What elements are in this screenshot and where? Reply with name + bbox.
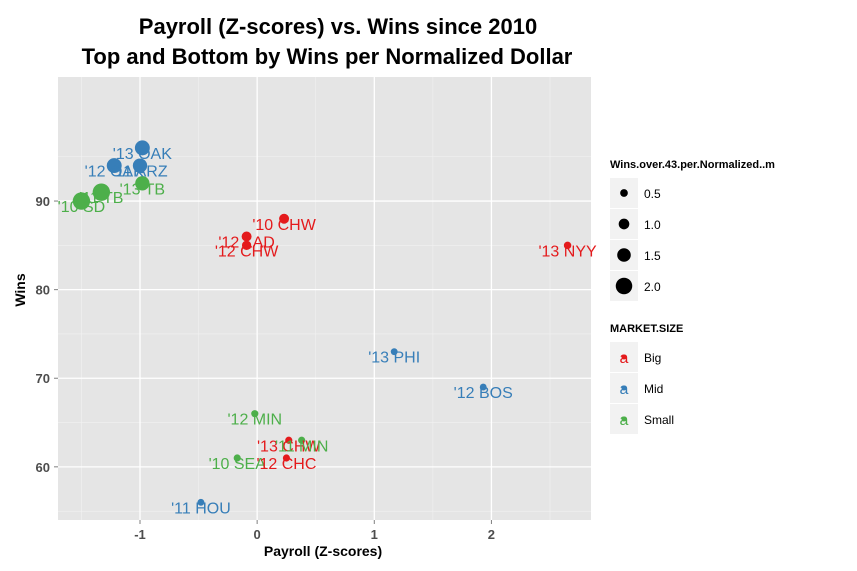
- size-legend-key-dot: [615, 277, 633, 295]
- data-point: [197, 498, 205, 506]
- chart-title-line1: Payroll (Z-scores) vs. Wins since 2010: [139, 14, 537, 39]
- point-label: '12 CHW: [215, 243, 279, 260]
- size-legend-key-dot: [620, 189, 628, 197]
- data-point: [282, 454, 291, 462]
- point-label: '10 CHW: [252, 217, 316, 234]
- point-label: '13 CHW: [257, 438, 321, 455]
- data-point: [563, 241, 572, 250]
- x-tick-label: 1: [371, 527, 378, 542]
- data-point: [132, 158, 148, 173]
- point-label: '11 MIN: [275, 438, 328, 455]
- color-legend-key-dot: [621, 416, 627, 422]
- legend: Wins.over.43.per.Normalized..m 0.5 1.0 1.5 2…: [610, 159, 775, 434]
- data-point: [251, 410, 259, 418]
- y-axis-title: Wins: [12, 273, 28, 307]
- color-legend-label: Small: [644, 413, 674, 427]
- size-legend-label: 0.5: [644, 187, 661, 201]
- data-point: [241, 231, 252, 242]
- point-label: '12 BOS: [454, 385, 513, 402]
- point-label: '12 OAK: [85, 164, 144, 181]
- color-legend-key-dot: [621, 354, 627, 360]
- y-tick-label: 60: [36, 460, 50, 475]
- point-label: '13 OAK: [113, 146, 172, 163]
- size-legend-label: 1.0: [644, 218, 661, 232]
- x-tick-label: 2: [488, 527, 495, 542]
- size-legend-title: Wins.over.43.per.Normalized..m: [610, 159, 775, 171]
- color-legend-label: Big: [644, 351, 661, 365]
- point-label: '12 LAD: [218, 234, 274, 251]
- point-label: '13 TB: [120, 181, 165, 198]
- data-point: [390, 348, 398, 356]
- x-axis-title: Payroll (Z-scores): [264, 543, 382, 559]
- y-tick-label: 70: [36, 371, 50, 386]
- color-legend-key-glyph: a: [620, 350, 629, 367]
- data-point: [241, 240, 252, 251]
- point-label: '11 ARZ: [112, 164, 167, 181]
- y-tick-label: 90: [36, 194, 50, 209]
- point-label: '11 HOU: [171, 500, 231, 517]
- data-point: [298, 436, 306, 444]
- point-label: '12 MIN: [227, 412, 282, 429]
- data-point: [479, 383, 487, 391]
- point-label: '12 CHC: [256, 456, 316, 473]
- x-tick-label: 0: [254, 527, 261, 542]
- color-legend-key-glyph: a: [620, 381, 629, 398]
- chart-title-line2: Top and Bottom by Wins per Normalized Do…: [82, 44, 573, 69]
- color-legend-title: MARKET.SIZE: [610, 323, 683, 335]
- y-tick-label: 80: [36, 283, 50, 298]
- point-label: '11 TB: [79, 190, 123, 207]
- data-point: [92, 183, 111, 201]
- size-legend-key-dot: [617, 248, 631, 262]
- point-label: '13 NYY: [538, 243, 597, 260]
- data-point: [233, 454, 241, 462]
- color-legend-key-dot: [621, 385, 627, 391]
- size-legend-key-dot: [618, 218, 630, 230]
- color-legend-label: Mid: [644, 382, 663, 396]
- point-label: '10 SD: [58, 199, 106, 216]
- size-legend-label: 2.0: [644, 280, 661, 294]
- size-legend-label: 1.5: [644, 249, 661, 263]
- point-label: '10 SEA: [209, 456, 267, 473]
- data-point: [135, 176, 150, 191]
- data-point: [134, 140, 150, 156]
- data-point: [279, 213, 290, 224]
- data-point: [106, 158, 122, 174]
- point-label: '13 PHI: [368, 350, 420, 367]
- data-point: [285, 436, 293, 444]
- x-tick-label: -1: [134, 527, 146, 542]
- plot-area: -1 0 1 2 60 70 80 90 '13 OAK'12 OAK'11 ARZ'13 TB…: [36, 77, 597, 542]
- color-legend-key-glyph: a: [620, 412, 629, 429]
- data-point: [72, 192, 91, 210]
